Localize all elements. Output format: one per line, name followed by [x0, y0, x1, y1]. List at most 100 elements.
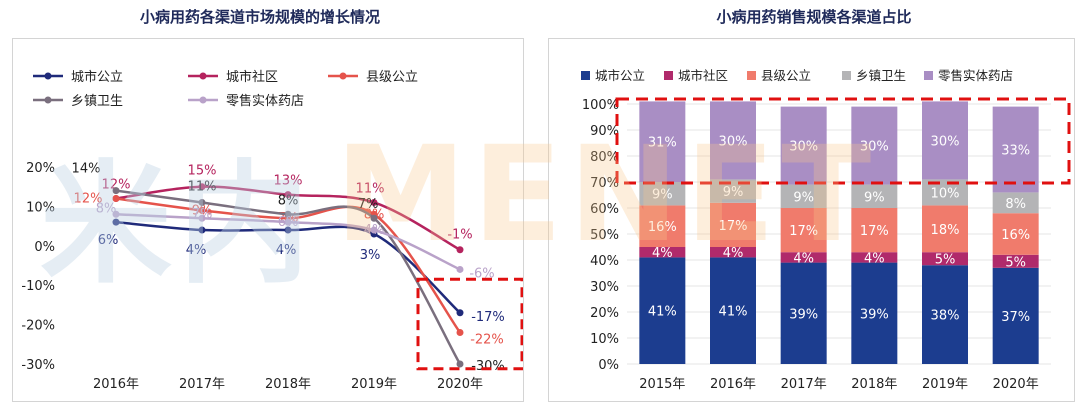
bar-label: 4%: [864, 251, 885, 266]
bar-segment: [851, 184, 898, 208]
data-label: 4%: [186, 243, 207, 258]
bar-segment: [639, 205, 686, 247]
data-label: -17%: [471, 310, 505, 325]
bar-label: 39%: [860, 307, 889, 322]
bar-label: 9%: [652, 188, 673, 203]
bar-segment: [992, 192, 1039, 214]
bar-label: 16%: [1001, 228, 1030, 243]
data-point: [198, 206, 206, 214]
data-point: [456, 265, 464, 273]
bar-label: 18%: [931, 223, 960, 238]
data-label: 13%: [274, 174, 303, 189]
data-label: 11%: [356, 181, 385, 196]
bar-segment: [710, 179, 756, 203]
line-chart: 20% 10% 0% -10% -20% -30% 2016年 2017年 2018年 2019年…: [21, 69, 523, 392]
y-tick-label: 90%: [590, 124, 619, 139]
highlight-box: [615, 97, 1071, 185]
legend-swatch-marker: [44, 96, 52, 104]
bar-segment: [639, 247, 686, 258]
bar-segment: [780, 208, 827, 253]
x-tick-label: 2015年: [639, 377, 685, 392]
stacked-bar-chart: 0% 10% 20% 30% 40% 50% 60% 70% 80% 90% 100% 2015年 20…: [581, 68, 1071, 392]
bar-segment: [780, 262, 827, 364]
data-label: 4%: [364, 223, 385, 238]
bar-label: 8%: [1005, 197, 1026, 212]
data-label: 7%: [358, 197, 379, 212]
data-point: [198, 183, 206, 191]
bar-segment: [639, 101, 686, 182]
data-label: 9%: [192, 203, 213, 218]
data-point: [370, 198, 378, 206]
bar-label: 30%: [719, 134, 748, 149]
data-point: [370, 226, 378, 234]
bar-label: 30%: [860, 140, 889, 155]
legend-label: 县级公立: [761, 68, 811, 83]
bar-segment: [710, 257, 756, 364]
bar-label: 9%: [864, 190, 885, 205]
data-label: 15%: [188, 164, 217, 179]
y-tick-label: -10%: [21, 279, 55, 294]
bar-segment: [639, 182, 686, 206]
y-tick-label: 20%: [26, 161, 55, 176]
bar-label: 16%: [648, 220, 677, 235]
y-tick-label: 40%: [590, 254, 619, 269]
data-point: [456, 360, 464, 368]
y-tick-label: 100%: [582, 98, 619, 113]
bar-label: 30%: [789, 140, 818, 155]
legend-swatch: [924, 71, 933, 80]
legend-label: 乡镇卫生: [856, 68, 906, 83]
left-chart-panel: 20% 10% 0% -10% -20% -30% 2016年 2017年 2018年 2019年…: [12, 38, 524, 402]
y-tick-label: 10%: [590, 332, 619, 347]
legend-swatch-marker: [199, 72, 207, 80]
bar-label: 33%: [1001, 144, 1030, 159]
bar-segment: [780, 106, 827, 185]
bar-segment: [992, 254, 1039, 268]
x-tick-label: 2016年: [710, 377, 756, 392]
legend-label: 乡镇卫生: [71, 94, 123, 109]
bar-segment: [780, 252, 827, 263]
data-label: 6%: [278, 215, 299, 230]
x-tick-label: 2019年: [922, 377, 968, 392]
legend-swatch: [581, 71, 590, 80]
y-tick-label: 60%: [590, 202, 619, 217]
bar-segment: [780, 184, 827, 208]
right-chart-title: 小病用药销售规模各渠道占比: [716, 8, 912, 26]
y-tick-label: 20%: [590, 306, 619, 321]
data-label: 8%: [278, 193, 299, 208]
bar-segment: [710, 202, 756, 247]
data-point: [456, 246, 464, 254]
bar-label: 17%: [789, 224, 818, 239]
data-point: [112, 195, 120, 203]
bar-label: 5%: [1005, 255, 1026, 270]
bar-label: 9%: [723, 185, 744, 200]
highlight-box: [416, 277, 523, 371]
bar-label: 4%: [652, 246, 673, 261]
data-point: [456, 328, 464, 336]
bar-segment: [851, 106, 898, 185]
data-point: [112, 187, 120, 195]
bar-label: 17%: [719, 219, 748, 234]
bar-label: 41%: [719, 305, 748, 320]
bar-segment: [639, 257, 686, 364]
data-point: [284, 218, 292, 226]
bar-segment: [851, 252, 898, 263]
bar-segment: [851, 262, 898, 364]
legend-label: 城市公立: [71, 69, 123, 85]
y-tick-label: 0%: [34, 240, 55, 255]
legend-label: 县级公立: [366, 70, 418, 85]
data-label: 4%: [276, 243, 297, 258]
data-point: [112, 218, 120, 226]
x-tick-label: 2018年: [851, 377, 897, 392]
bar-label: 41%: [648, 305, 677, 320]
bar-segment: [992, 106, 1039, 193]
x-tick-label: 2017年: [781, 377, 827, 392]
right-chart-panel: 0% 10% 20% 30% 40% 50% 60% 70% 80% 90% 100% 2015年 20…: [548, 38, 1075, 402]
data-label: -22%: [470, 332, 504, 347]
y-tick-label: -20%: [21, 319, 55, 334]
data-point: [284, 210, 292, 218]
data-label: -30%: [471, 359, 505, 374]
legend-swatch-marker: [44, 72, 52, 80]
y-tick-label: 70%: [590, 176, 619, 191]
legend-label: 零售实体药店: [938, 68, 1013, 83]
bar-label: 37%: [1001, 310, 1030, 325]
